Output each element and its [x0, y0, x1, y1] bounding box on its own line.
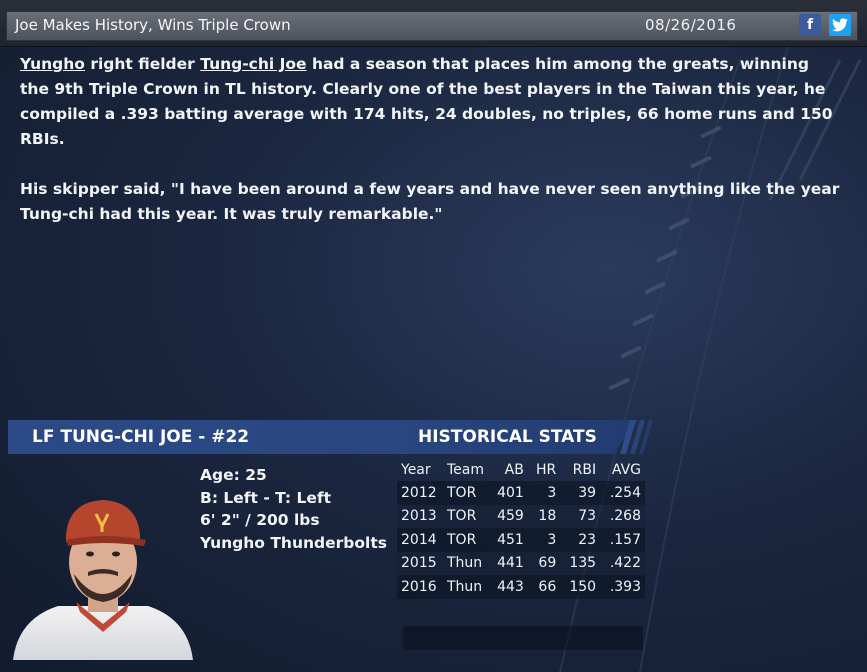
column-header-hr[interactable]: HR [535, 462, 557, 478]
stat-hr: 3 [527, 481, 561, 505]
stat-rbi: 23 [560, 528, 601, 552]
twitter-share-icon[interactable] [829, 14, 851, 36]
stat-hr: 66 [527, 575, 561, 599]
historical-stats-table: Year Team AB HR RBI AVG 2012 TOR 401 3 3… [397, 459, 645, 599]
stat-rbi: 39 [560, 481, 601, 505]
stat-avg: .254 [600, 481, 645, 505]
player-name: LF TUNG-CHI JOE - #22 [32, 427, 250, 447]
stat-hr: 69 [527, 551, 561, 575]
team-link[interactable]: Yungho [20, 55, 85, 73]
player-portrait [13, 500, 193, 660]
column-header-avg[interactable]: AVG [611, 462, 641, 478]
article-body: Yungho right fielder Tung-chi Joe had a … [20, 52, 840, 252]
column-header-team[interactable]: Team [447, 462, 485, 478]
stat-rbi: 135 [560, 551, 601, 575]
stat-rbi: 73 [560, 504, 601, 528]
stat-avg: .393 [600, 575, 645, 599]
stat-year: 2012 [397, 481, 443, 505]
player-height-weight: 6' 2" / 200 lbs [200, 511, 320, 529]
stat-team: Thun [443, 575, 489, 599]
stat-year: 2014 [397, 528, 443, 552]
stat-ab: 443 [488, 575, 528, 599]
stats-row: 2016 Thun 443 66 150 .393 [397, 575, 645, 599]
stats-row: 2014 TOR 451 3 23 .157 [397, 528, 645, 552]
column-header-ab[interactable]: AB [504, 462, 524, 478]
stats-table-footer [403, 626, 643, 650]
article-paragraph-1: Yungho right fielder Tung-chi Joe had a … [20, 52, 840, 152]
stat-ab: 459 [488, 504, 528, 528]
player-team: Yungho Thunderbolts [200, 533, 387, 552]
stat-team: TOR [443, 528, 489, 552]
article-text: right fielder [84, 55, 201, 73]
stat-rbi: 150 [560, 575, 601, 599]
stats-header-row: Year Team AB HR RBI AVG [397, 459, 645, 481]
stat-team: Thun [443, 551, 489, 575]
stat-ab: 441 [488, 551, 528, 575]
stat-team: TOR [443, 481, 489, 505]
header-stripes-decoration [620, 420, 653, 454]
stat-team: TOR [443, 504, 489, 528]
article-text: had a season that places him among the g… [20, 55, 833, 148]
stats-row: 2012 TOR 401 3 39 .254 [397, 481, 645, 505]
player-age: Age: 25 [200, 466, 267, 484]
stat-avg: .268 [600, 504, 645, 528]
player-bio: Age: 25 B: Left - T: Left 6' 2" / 200 lb… [200, 464, 387, 554]
column-header-year[interactable]: Year [401, 462, 431, 478]
player-card-header: LF TUNG-CHI JOE - #22 HISTORICAL STATS [8, 420, 638, 454]
stat-ab: 451 [488, 528, 528, 552]
historical-stats-title: HISTORICAL STATS [418, 427, 597, 447]
stat-avg: .422 [600, 551, 645, 575]
news-headline: Joe Makes History, Wins Triple Crown [15, 16, 291, 34]
stats-row: 2013 TOR 459 18 73 .268 [397, 504, 645, 528]
stat-year: 2016 [397, 575, 443, 599]
stat-ab: 401 [488, 481, 528, 505]
stat-year: 2013 [397, 504, 443, 528]
column-header-rbi[interactable]: RBI [572, 462, 597, 478]
player-bats-throws: B: Left - T: Left [200, 488, 332, 507]
stat-avg: .157 [600, 528, 645, 552]
stat-year: 2015 [397, 551, 443, 575]
facebook-share-icon[interactable]: f [799, 14, 821, 36]
article-topbar: Joe Makes History, Wins Triple Crown 08/… [0, 0, 867, 47]
stat-hr: 18 [527, 504, 561, 528]
stat-hr: 3 [527, 528, 561, 552]
article-paragraph-2: His skipper said, "I have been around a … [20, 180, 840, 223]
stats-row: 2015 Thun 441 69 135 .422 [397, 551, 645, 575]
player-link[interactable]: Tung-chi Joe [200, 55, 307, 73]
news-date: 08/26/2016 [645, 16, 737, 34]
title-strip: Joe Makes History, Wins Triple Crown 08/… [6, 11, 858, 41]
